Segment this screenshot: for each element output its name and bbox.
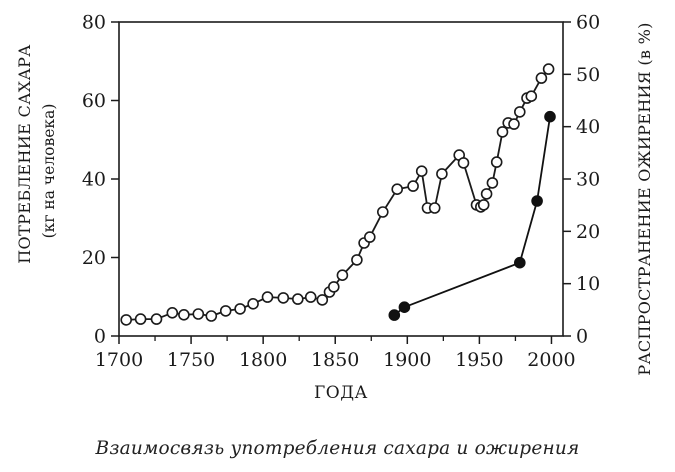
obesity-prevalence-point bbox=[531, 195, 543, 207]
sugar-consumption-point bbox=[363, 231, 376, 243]
sugar-consumption-point bbox=[327, 281, 340, 293]
svg-text:1950: 1950 bbox=[455, 349, 503, 371]
sugar-consumption-point bbox=[490, 156, 503, 168]
sugar-consumption-point bbox=[391, 183, 404, 195]
sugar-consumption-point bbox=[277, 292, 290, 304]
sugar-consumption-point bbox=[496, 126, 509, 138]
svg-text:1750: 1750 bbox=[167, 349, 215, 371]
sugar-consumption-point bbox=[480, 188, 493, 200]
svg-text:2000: 2000 bbox=[527, 349, 575, 371]
sugar-consumption-point bbox=[486, 177, 499, 189]
y-axis-left-subtitle: (кг на человека) bbox=[40, 104, 58, 239]
y-axis-right-title: РАСПРОСТРАНЕНИЕ ОЖИРЕНИЯ (в %) bbox=[635, 22, 654, 375]
y-axis-left-title: ПОТРЕБЛЕНИЕ САХАРА bbox=[15, 44, 34, 264]
svg-text:60: 60 bbox=[82, 90, 106, 112]
svg-text:1700: 1700 bbox=[95, 349, 143, 371]
sugar-consumption-point bbox=[166, 306, 179, 319]
svg-text:40: 40 bbox=[82, 169, 106, 191]
sugar-consumption-point bbox=[134, 313, 147, 325]
sugar-consumption-point bbox=[192, 308, 205, 320]
sugar-consumption-point bbox=[415, 165, 428, 177]
svg-text:20: 20 bbox=[82, 247, 106, 269]
series-sugar-consumption bbox=[120, 63, 555, 326]
sugar-consumption-point bbox=[376, 206, 389, 218]
sugar-consumption-point bbox=[304, 291, 317, 303]
sugar-consumption-point bbox=[508, 118, 520, 130]
svg-text:60: 60 bbox=[576, 12, 600, 34]
svg-text:0: 0 bbox=[94, 326, 106, 348]
sugar-consumption-point bbox=[457, 157, 470, 169]
svg-text:1850: 1850 bbox=[311, 349, 359, 371]
sugar-consumption-point bbox=[205, 310, 218, 322]
obesity-prevalence-point bbox=[544, 110, 556, 123]
sugar-consumption-point bbox=[178, 308, 190, 321]
sugar-consumption-point bbox=[351, 254, 363, 266]
figure-caption: Взаимосвязь употребления сахара и ожирен… bbox=[95, 438, 580, 459]
sugar-consumption-point bbox=[261, 291, 274, 303]
obesity-prevalence-point bbox=[513, 256, 526, 269]
svg-text:40: 40 bbox=[576, 116, 600, 138]
svg-text:10: 10 bbox=[576, 273, 600, 295]
svg-text:80: 80 bbox=[82, 12, 106, 34]
sugar-consumption-point bbox=[407, 180, 419, 192]
svg-text:0: 0 bbox=[576, 326, 588, 348]
sugar-obesity-chart: 1700 1750 1800 1850 1900 1950 2000020406080010… bbox=[15, 12, 654, 404]
sugar-consumption-point bbox=[247, 297, 259, 310]
sugar-consumption-point bbox=[336, 269, 349, 282]
series-obesity-prevalence bbox=[388, 110, 556, 321]
sugar-consumption-point bbox=[477, 199, 490, 211]
x-axis-title: ГОДА bbox=[314, 383, 368, 403]
svg-text:30: 30 bbox=[576, 169, 600, 191]
sugar-consumption-point bbox=[120, 314, 132, 326]
sugar-consumption-point bbox=[234, 303, 246, 315]
sugar-consumption-point bbox=[428, 202, 441, 214]
svg-text:1800: 1800 bbox=[239, 349, 287, 371]
sugar-consumption-point bbox=[513, 106, 526, 118]
y-axis-left: 0 20 40 60 80 bbox=[82, 12, 119, 348]
sugar-consumption-point bbox=[542, 63, 555, 75]
svg-text:50: 50 bbox=[576, 64, 600, 86]
obesity-prevalence-line bbox=[393, 116, 551, 316]
x-axis: 1700 1750 1800 1850 1900 1950 2000 bbox=[95, 336, 576, 371]
sugar-consumption-point bbox=[525, 90, 538, 102]
sugar-consumption-point bbox=[219, 305, 232, 317]
sugar-consumption-point bbox=[436, 168, 448, 180]
svg-text:20: 20 bbox=[576, 221, 600, 243]
y-axis-right: 0 10 20 30 40 50 60 bbox=[563, 12, 600, 348]
obesity-prevalence-point bbox=[398, 301, 411, 314]
sugar-consumption-point bbox=[150, 313, 163, 325]
obesity-prevalence-point bbox=[388, 309, 401, 321]
sugar-consumption-point bbox=[316, 294, 329, 306]
sugar-consumption-point bbox=[291, 293, 304, 305]
svg-text:1900: 1900 bbox=[383, 349, 431, 371]
sugar-consumption-point bbox=[535, 72, 548, 84]
